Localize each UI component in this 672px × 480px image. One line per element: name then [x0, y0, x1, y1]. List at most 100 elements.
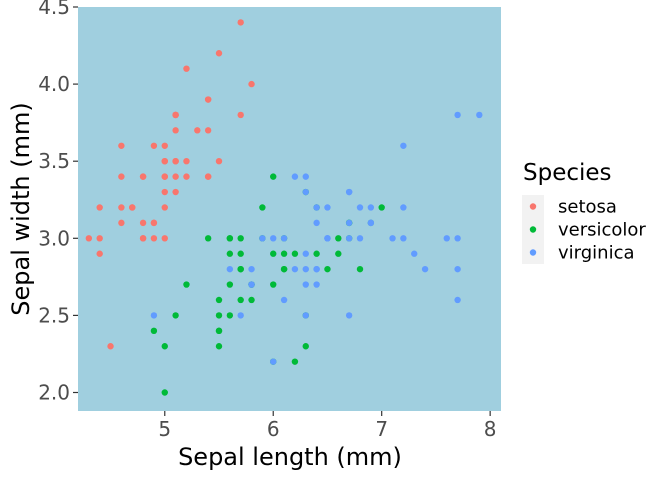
- point-virginica: [454, 111, 461, 119]
- point-virginica: [400, 142, 407, 149]
- point-setosa: [237, 111, 244, 119]
- point-versicolor: [237, 296, 244, 304]
- point-virginica: [313, 281, 320, 288]
- point-versicolor: [335, 235, 342, 242]
- plot-panel: [78, 7, 501, 411]
- point-virginica: [226, 265, 234, 273]
- point-virginica: [400, 204, 407, 211]
- point-versicolor: [291, 358, 299, 365]
- point-virginica: [367, 219, 375, 227]
- point-virginica: [259, 235, 266, 242]
- point-virginica: [454, 235, 461, 242]
- point-versicolor: [270, 250, 277, 257]
- point-virginica: [248, 265, 255, 273]
- point-virginica: [302, 173, 309, 180]
- point-virginica: [345, 188, 353, 196]
- point-setosa: [183, 158, 190, 165]
- point-versicolor: [204, 235, 212, 242]
- x-tick-label: 8: [484, 417, 497, 441]
- x-tick-label: 5: [158, 417, 171, 441]
- point-setosa: [237, 19, 244, 26]
- point-setosa: [194, 127, 201, 134]
- point-versicolor: [291, 250, 299, 257]
- point-virginica: [302, 281, 309, 288]
- point-setosa: [139, 173, 147, 180]
- legend-key-versicolor: [529, 226, 537, 233]
- point-versicolor: [215, 327, 223, 335]
- point-virginica: [476, 111, 483, 119]
- point-setosa: [161, 158, 168, 165]
- point-virginica: [324, 204, 331, 211]
- point-setosa: [172, 188, 179, 196]
- point-versicolor: [280, 250, 288, 257]
- point-virginica: [421, 265, 429, 273]
- y-axis: 2.0 2.5 3.0 3.5 4.0 4.5: [38, 0, 78, 404]
- point-versicolor: [270, 281, 277, 288]
- point-versicolor: [324, 265, 331, 273]
- point-virginica: [313, 265, 320, 273]
- series-virginica: [150, 111, 483, 365]
- point-versicolor: [302, 343, 309, 350]
- point-setosa: [161, 235, 168, 242]
- legend-title: Species: [523, 160, 612, 186]
- point-setosa: [183, 65, 190, 72]
- point-setosa: [204, 173, 212, 180]
- point-setosa: [118, 204, 125, 211]
- point-setosa: [96, 204, 103, 211]
- point-virginica: [248, 281, 255, 288]
- y-tick-label: 2.5: [38, 303, 70, 327]
- y-tick-label: 4.0: [38, 72, 70, 96]
- point-setosa: [139, 235, 147, 242]
- points-layer: [85, 19, 483, 396]
- point-virginica: [389, 235, 396, 242]
- point-virginica: [291, 265, 299, 273]
- point-setosa: [161, 204, 168, 211]
- point-setosa: [172, 111, 179, 119]
- y-tick-label: 2.0: [38, 380, 70, 404]
- y-tick-label: 4.5: [38, 0, 70, 19]
- point-versicolor: [226, 281, 234, 288]
- point-versicolor: [237, 250, 244, 257]
- point-versicolor: [248, 296, 255, 304]
- point-virginica: [400, 235, 407, 242]
- point-setosa: [183, 173, 190, 180]
- point-virginica: [454, 296, 461, 304]
- point-virginica: [302, 188, 309, 196]
- point-versicolor: [270, 173, 277, 180]
- point-virginica: [324, 235, 331, 242]
- point-virginica: [411, 250, 418, 257]
- y-tick-label: 3.0: [38, 226, 70, 250]
- x-axis-title: Sepal length (mm): [178, 443, 402, 471]
- point-setosa: [150, 142, 158, 149]
- point-setosa: [107, 343, 114, 350]
- point-setosa: [215, 50, 223, 57]
- point-setosa: [96, 235, 103, 242]
- point-virginica: [150, 312, 158, 319]
- point-versicolor: [378, 204, 385, 211]
- point-versicolor: [150, 327, 158, 335]
- point-setosa: [118, 142, 125, 149]
- point-versicolor: [183, 281, 190, 288]
- point-virginica: [313, 204, 320, 211]
- point-setosa: [172, 127, 179, 134]
- point-virginica: [291, 173, 299, 180]
- point-versicolor: [226, 312, 234, 319]
- point-setosa: [172, 158, 179, 165]
- point-setosa: [204, 127, 212, 134]
- point-versicolor: [161, 343, 168, 350]
- point-setosa: [118, 219, 125, 227]
- point-virginica: [237, 312, 244, 319]
- point-virginica: [270, 358, 277, 365]
- point-setosa: [118, 173, 125, 180]
- x-tick-label: 7: [375, 417, 388, 441]
- legend-key-setosa: [529, 203, 537, 210]
- point-virginica: [356, 204, 364, 211]
- point-versicolor: [356, 265, 364, 273]
- point-versicolor: [226, 250, 234, 257]
- x-axis: 5 6 7 8: [158, 411, 497, 441]
- point-setosa: [204, 96, 212, 103]
- point-versicolor: [237, 265, 244, 273]
